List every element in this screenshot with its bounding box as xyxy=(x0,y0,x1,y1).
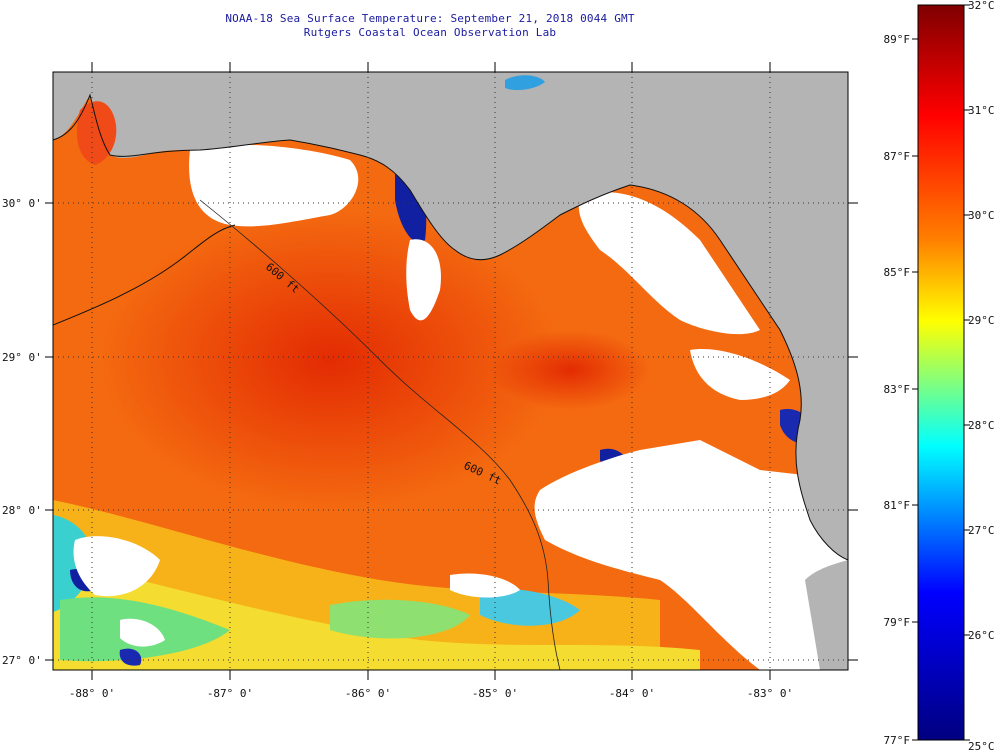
colorbar-gradient xyxy=(917,4,965,741)
lat-label-29: 29° 0' xyxy=(2,351,42,364)
colorbar-f-87: 87°F xyxy=(884,150,911,163)
colorbar-f-85: 85°F xyxy=(884,266,911,279)
lat-label-28: 28° 0' xyxy=(2,504,42,517)
colorbar-f-79: 79°F xyxy=(884,616,911,629)
lon-label-87: -87° 0' xyxy=(207,687,253,700)
colorbar-c-26: 26°C xyxy=(968,629,995,642)
coastline xyxy=(53,93,848,561)
lon-label-88: -88° 0' xyxy=(69,687,115,700)
colorbar-f-81: 81°F xyxy=(884,499,911,512)
lat-label-30: 30° 0' xyxy=(2,197,42,210)
lon-label-86: -86° 0' xyxy=(345,687,391,700)
lon-label-84: -84° 0' xyxy=(609,687,655,700)
colorbar-c-27: 27°C xyxy=(968,524,995,537)
colorbar-c-32: 32°C xyxy=(968,0,995,12)
lon-label-85: -85° 0' xyxy=(472,687,518,700)
colorbar-f-83: 83°F xyxy=(884,383,911,396)
lon-label-83: -83° 0' xyxy=(747,687,793,700)
colorbar-c-25: 25°C xyxy=(968,740,995,753)
map-subtitle: Rutgers Coastal Ocean Observation Lab xyxy=(303,26,557,39)
colorbar-f-89: 89°F xyxy=(884,33,911,46)
colorbar-c-28: 28°C xyxy=(968,419,995,432)
isobath-600ft xyxy=(199,199,561,670)
colorbar-c-29: 29°C xyxy=(968,314,995,327)
map-frame xyxy=(52,71,849,671)
land-mass xyxy=(53,72,848,670)
lat-label-27: 27° 0' xyxy=(2,654,42,667)
axis-ticks xyxy=(45,62,858,680)
colorbar-f-77: 77°F xyxy=(884,734,911,747)
colorbar-c-30: 30°C xyxy=(968,209,995,222)
colorbar-c-31: 31°C xyxy=(968,104,995,117)
colorbar: 32°C 31°C 30°C 29°C 28°C 27°C 26°C 25°C … xyxy=(884,0,995,753)
map-title: NOAA-18 Sea Surface Temperature: Septemb… xyxy=(225,12,635,25)
